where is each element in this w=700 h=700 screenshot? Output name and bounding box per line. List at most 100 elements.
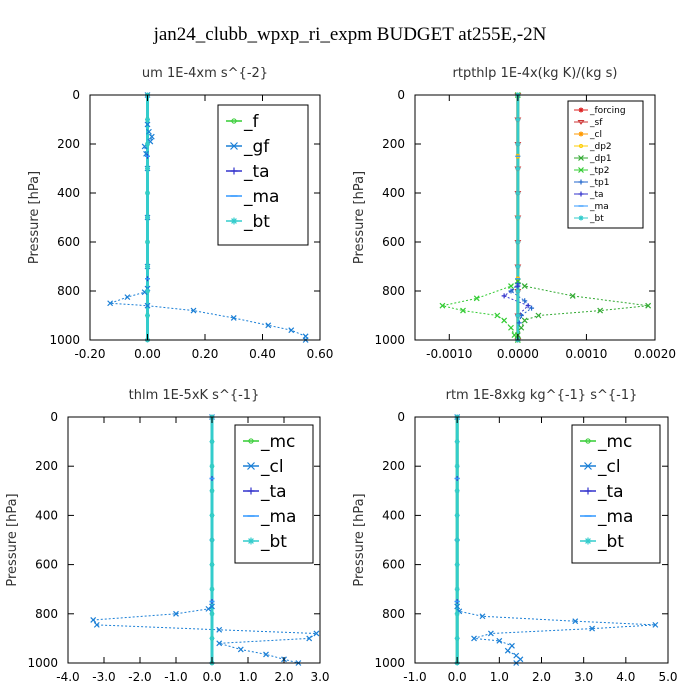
x-tick-label: 0.0020: [634, 347, 676, 361]
data-point: [479, 613, 486, 620]
data-point: [209, 635, 215, 641]
x-tick-label: 2.0: [532, 670, 551, 684]
data-point: [209, 512, 215, 518]
data-point: [144, 302, 151, 309]
x-tick-label: 4.0: [616, 670, 635, 684]
series-group: [90, 414, 320, 666]
panel-3: thlm 1E-5xK s^{-1} Pressure [hPa] -4.0 -3.0…: [5, 388, 330, 684]
y-tick-label: 200: [382, 459, 405, 473]
data-point: [306, 635, 313, 642]
y-axis-label: Pressure [hPa]: [27, 171, 42, 264]
data-point: [145, 239, 150, 245]
legend-marker: [247, 462, 255, 470]
data-point: [515, 190, 521, 196]
data-point: [515, 239, 521, 245]
panel-title: thlm 1E-5xK s^{-1}: [129, 388, 260, 403]
x-tick-label: -0.0010: [426, 347, 472, 361]
data-point: [209, 439, 215, 445]
y-axis-label: Pressure [hPa]: [5, 493, 20, 586]
data-point: [265, 322, 272, 329]
legend-label: _bt: [597, 532, 624, 552]
x-tick-label: 0.00: [134, 347, 161, 361]
legend-marker: [248, 438, 254, 444]
legend-label: _cl: [589, 130, 602, 140]
legend-marker: [578, 191, 584, 197]
data-point: [145, 264, 150, 269]
y-tick-label: 0: [397, 88, 405, 102]
data-point: [454, 463, 460, 469]
x-tick-label: 0.20: [192, 347, 219, 361]
data-point: [209, 488, 215, 494]
legend-label: _gf: [243, 137, 270, 157]
y-axis-label: Pressure [hPa]: [352, 493, 367, 586]
x-tick-label: -2.0: [128, 670, 151, 684]
legend-label: _dp1: [589, 154, 612, 164]
data-point: [487, 630, 494, 637]
y-tick-label: 200: [35, 459, 58, 473]
panel-2: rtpthlp 1E-4x(kg K)/(kg s) Pressure [hPa]…: [352, 66, 676, 361]
data-point: [190, 307, 197, 314]
data-point: [145, 313, 150, 318]
legend-marker: [231, 118, 237, 124]
legend-label: _sf: [589, 118, 603, 128]
legend-label: _ta: [260, 482, 287, 502]
legend-label: _ta: [597, 482, 624, 502]
data-point: [216, 640, 223, 647]
x-tick-label: -0.20: [74, 347, 105, 361]
legend-marker: [578, 167, 584, 173]
legend-marker: [584, 462, 592, 470]
series-group: [454, 414, 659, 666]
legend: _f _gf _ta _ma _bt: [217, 104, 309, 246]
legend-label: _cl: [260, 457, 284, 477]
data-point: [288, 327, 295, 334]
data-point: [529, 305, 535, 311]
data-point: [209, 611, 215, 617]
y-tick-label: 1000: [27, 656, 58, 670]
y-tick-label: 1000: [374, 333, 405, 347]
y-tick-label: 200: [57, 137, 80, 151]
data-point: [107, 300, 114, 307]
data-point: [501, 317, 508, 324]
data-point: [471, 635, 477, 642]
data-point: [535, 312, 542, 319]
legend-label: _dp2: [589, 142, 612, 152]
figure-title: jan24_clubb_wpxp_ri_expm BUDGET at255E,-…: [153, 24, 547, 45]
data-point: [209, 586, 215, 592]
data-point: [473, 295, 480, 302]
data-point: [515, 313, 521, 318]
x-tick-label: -4.0: [56, 670, 79, 684]
y-tick-label: 0: [72, 88, 80, 102]
series-group: [107, 92, 309, 343]
data-point: [504, 647, 511, 654]
data-point: [313, 630, 320, 637]
data-point: [494, 312, 501, 319]
data-point: [124, 294, 131, 301]
legend-marker: [247, 487, 255, 495]
data-point: [173, 610, 179, 617]
legend: _forcing _sf _cl _dp2 _dp1 _tp2 _tp1 _ta _ma _bt: [567, 100, 644, 229]
legend-marker: [579, 144, 583, 148]
data-point: [508, 324, 514, 331]
data-point: [454, 611, 460, 617]
data-point: [515, 166, 521, 171]
data-point: [145, 166, 150, 171]
legend-label: _bt: [260, 532, 287, 552]
y-tick-label: 600: [382, 558, 405, 572]
data-point: [145, 117, 150, 122]
legend-marker: [247, 537, 255, 545]
legend-label: _forcing: [589, 106, 626, 116]
panel-title: rtpthlp 1E-4x(kg K)/(kg s): [453, 66, 618, 81]
y-tick-label: 800: [35, 607, 58, 621]
legend-label: _ma: [243, 187, 279, 207]
y-tick-label: 400: [382, 186, 405, 200]
x-tick-label: -1.0: [164, 670, 187, 684]
data-point: [521, 317, 528, 324]
y-axis-label: Pressure [hPa]: [352, 171, 367, 264]
x-tick-label: 0.60: [307, 347, 334, 361]
data-point: [237, 646, 244, 653]
legend-label: _cl: [597, 457, 621, 477]
y-tick-label: 600: [57, 235, 80, 249]
data-point: [515, 141, 521, 147]
legend: _mc _cl _ta _ma _bt: [234, 424, 314, 564]
